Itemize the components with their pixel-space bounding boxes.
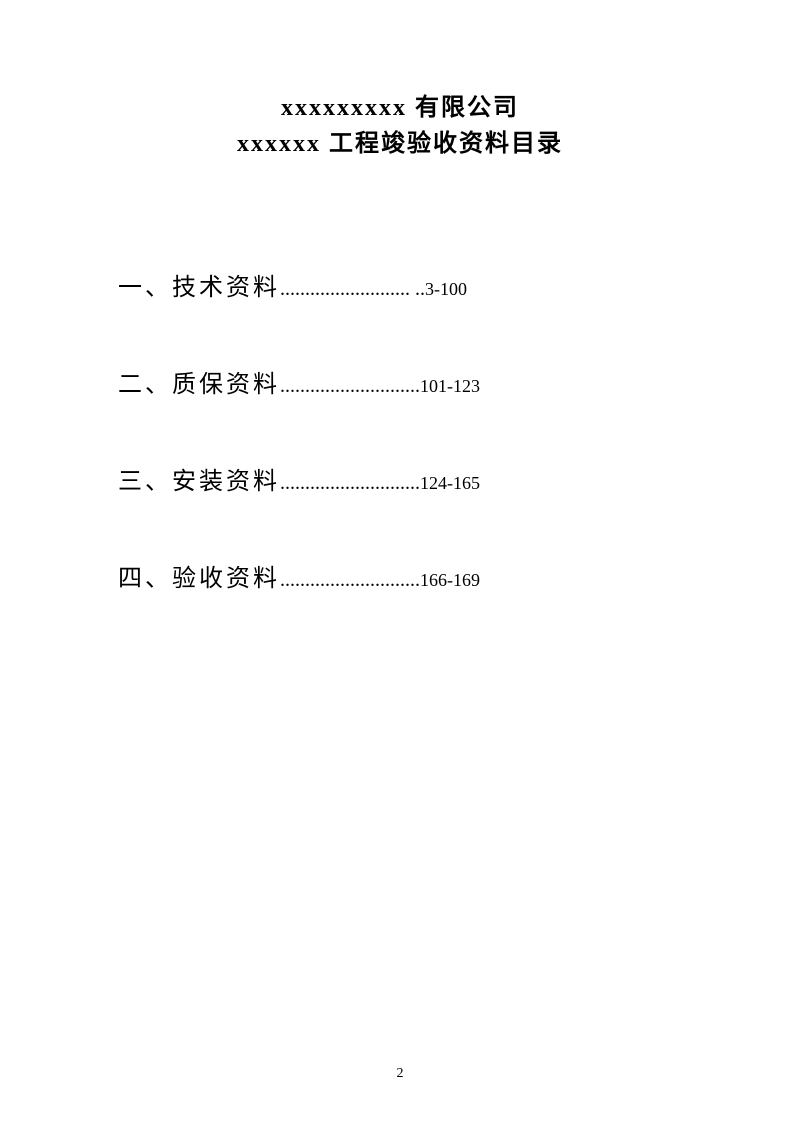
toc-page-range: 3-100 (425, 279, 467, 300)
document-header: xxxxxxxxx 有限公司 xxxxxx 工程竣验收资料目录 (110, 90, 690, 162)
toc-leader: ............................ (280, 569, 420, 592)
toc-page-range: 124-165 (420, 473, 480, 494)
toc-entry: 四、验收资料 ............................ 166-… (118, 558, 690, 593)
toc-entry: 三、安装资料 ............................ 124-… (118, 461, 690, 496)
toc-page-range: 166-169 (420, 570, 480, 591)
toc-leader: .......................... .. (280, 278, 425, 301)
document-title: xxxxxx 工程竣验收资料目录 (110, 126, 690, 162)
toc-label: 四、验收资料 (118, 558, 280, 593)
toc-label: 三、安装资料 (118, 461, 280, 496)
page-number: 2 (0, 1066, 800, 1082)
toc-label: 一、技术资料 (118, 267, 280, 302)
toc-entry: 一、技术资料 .......................... .. 3-1… (118, 267, 690, 302)
toc-label: 二、质保资料 (118, 364, 280, 399)
toc-leader: ............................ (280, 472, 420, 495)
company-name: xxxxxxxxx 有限公司 (110, 90, 690, 126)
document-page: xxxxxxxxx 有限公司 xxxxxx 工程竣验收资料目录 一、技术资料 .… (0, 0, 800, 593)
table-of-contents: 一、技术资料 .......................... .. 3-1… (110, 267, 690, 593)
toc-entry: 二、质保资料 ............................ 101-… (118, 364, 690, 399)
toc-page-range: 101-123 (420, 376, 480, 397)
toc-leader: ............................ (280, 375, 420, 398)
